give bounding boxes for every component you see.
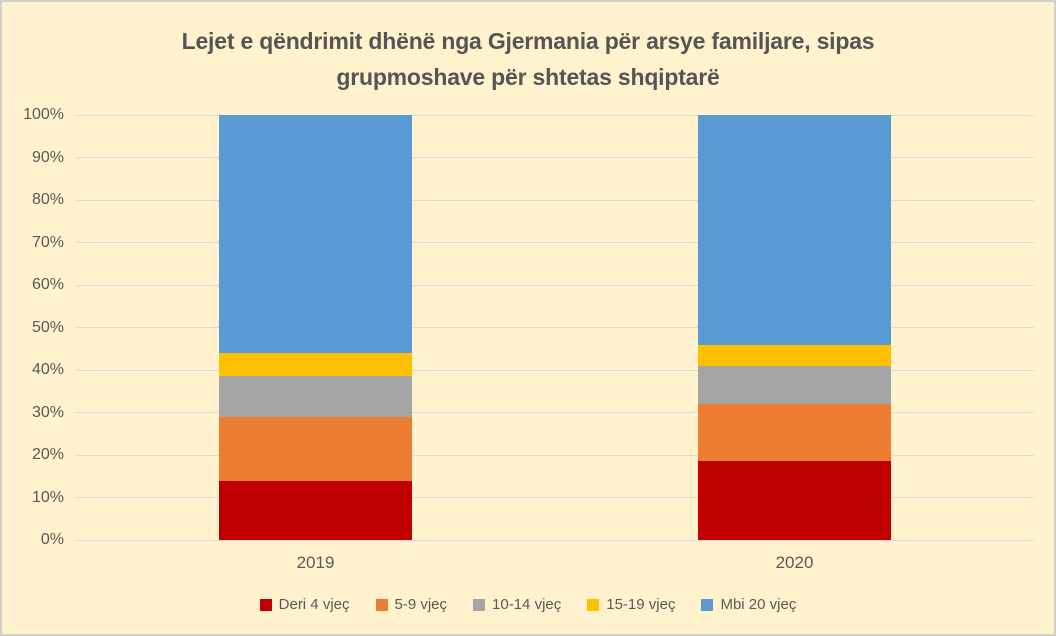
legend: Deri 4 vjeç 5-9 vjeç 10-14 vjeç 15-19 vjeç M… <box>2 596 1054 613</box>
gridline <box>76 497 1034 498</box>
gridline <box>76 412 1034 413</box>
bar-segment <box>698 461 891 540</box>
bar-segment <box>698 365 891 404</box>
gridline <box>76 284 1034 286</box>
legend-item-label: Deri 4 vjeç <box>278 596 350 613</box>
bar-segment <box>219 376 412 417</box>
y-axis-tick-label: 20% <box>31 446 64 463</box>
legend-item: 10-14 vjeç <box>473 596 561 613</box>
y-axis-tick-label: 60% <box>31 276 64 293</box>
bar-segment <box>219 353 412 377</box>
legend-item-label: 5-9 vjeç <box>394 596 448 613</box>
gridline <box>76 539 1034 541</box>
y-axis-tick-label: 30% <box>31 403 64 421</box>
y-axis-tick-label: 100% <box>23 106 64 123</box>
y-axis-tick-label: 70% <box>31 233 64 251</box>
bar-segment <box>698 344 891 366</box>
gridline <box>76 114 1034 116</box>
y-axis-tick-label: 80% <box>31 191 64 208</box>
chart-title-line-2: grupmoshave për shtetas shqiptarë <box>336 64 720 90</box>
chart-title: Lejet e qëndrimit dhënë nga Gjermania pë… <box>2 23 1054 95</box>
legend-marker-swatch <box>259 598 272 611</box>
gridline <box>76 199 1034 201</box>
y-axis-tick-label: 50% <box>31 318 64 336</box>
legend-marker-swatch <box>701 598 714 611</box>
legend-marker-swatch <box>587 598 600 611</box>
y-axis-tick-label: 0% <box>40 531 64 548</box>
legend-item-label: 10-14 vjeç <box>492 596 562 613</box>
bar-segment <box>698 115 891 345</box>
legend-item: 15-19 vjeç <box>587 596 675 613</box>
x-axis-category-label: 2019 <box>296 553 335 572</box>
gridline <box>76 157 1034 158</box>
x-axis-category-label: 2020 <box>775 553 814 572</box>
bar-segment <box>219 115 412 353</box>
gridline <box>76 242 1034 243</box>
y-axis-tick-label: 10% <box>31 488 64 506</box>
y-axis-tick-label: 40% <box>31 361 64 378</box>
legend-item: Deri 4 vjeç <box>259 596 350 613</box>
legend-marker-swatch <box>375 598 388 611</box>
legend-item: 5-9 vjeç <box>375 596 448 613</box>
legend-marker-swatch <box>473 598 486 611</box>
gridline <box>76 327 1034 328</box>
legend-item: Mbi 20 vjeç <box>701 596 796 613</box>
gridline <box>76 369 1034 371</box>
gridline <box>76 454 1034 456</box>
y-axis-tick-label: 90% <box>31 148 64 166</box>
bar-segment <box>219 416 412 481</box>
legend-item-label: Mbi 20 vjeç <box>720 596 797 613</box>
bar-segment <box>219 480 412 540</box>
chart-title-line-1: Lejet e qëndrimit dhënë nga Gjermania pë… <box>181 28 875 54</box>
legend-item-label: 15-19 vjeç <box>606 596 676 613</box>
bar-segment <box>698 404 891 462</box>
